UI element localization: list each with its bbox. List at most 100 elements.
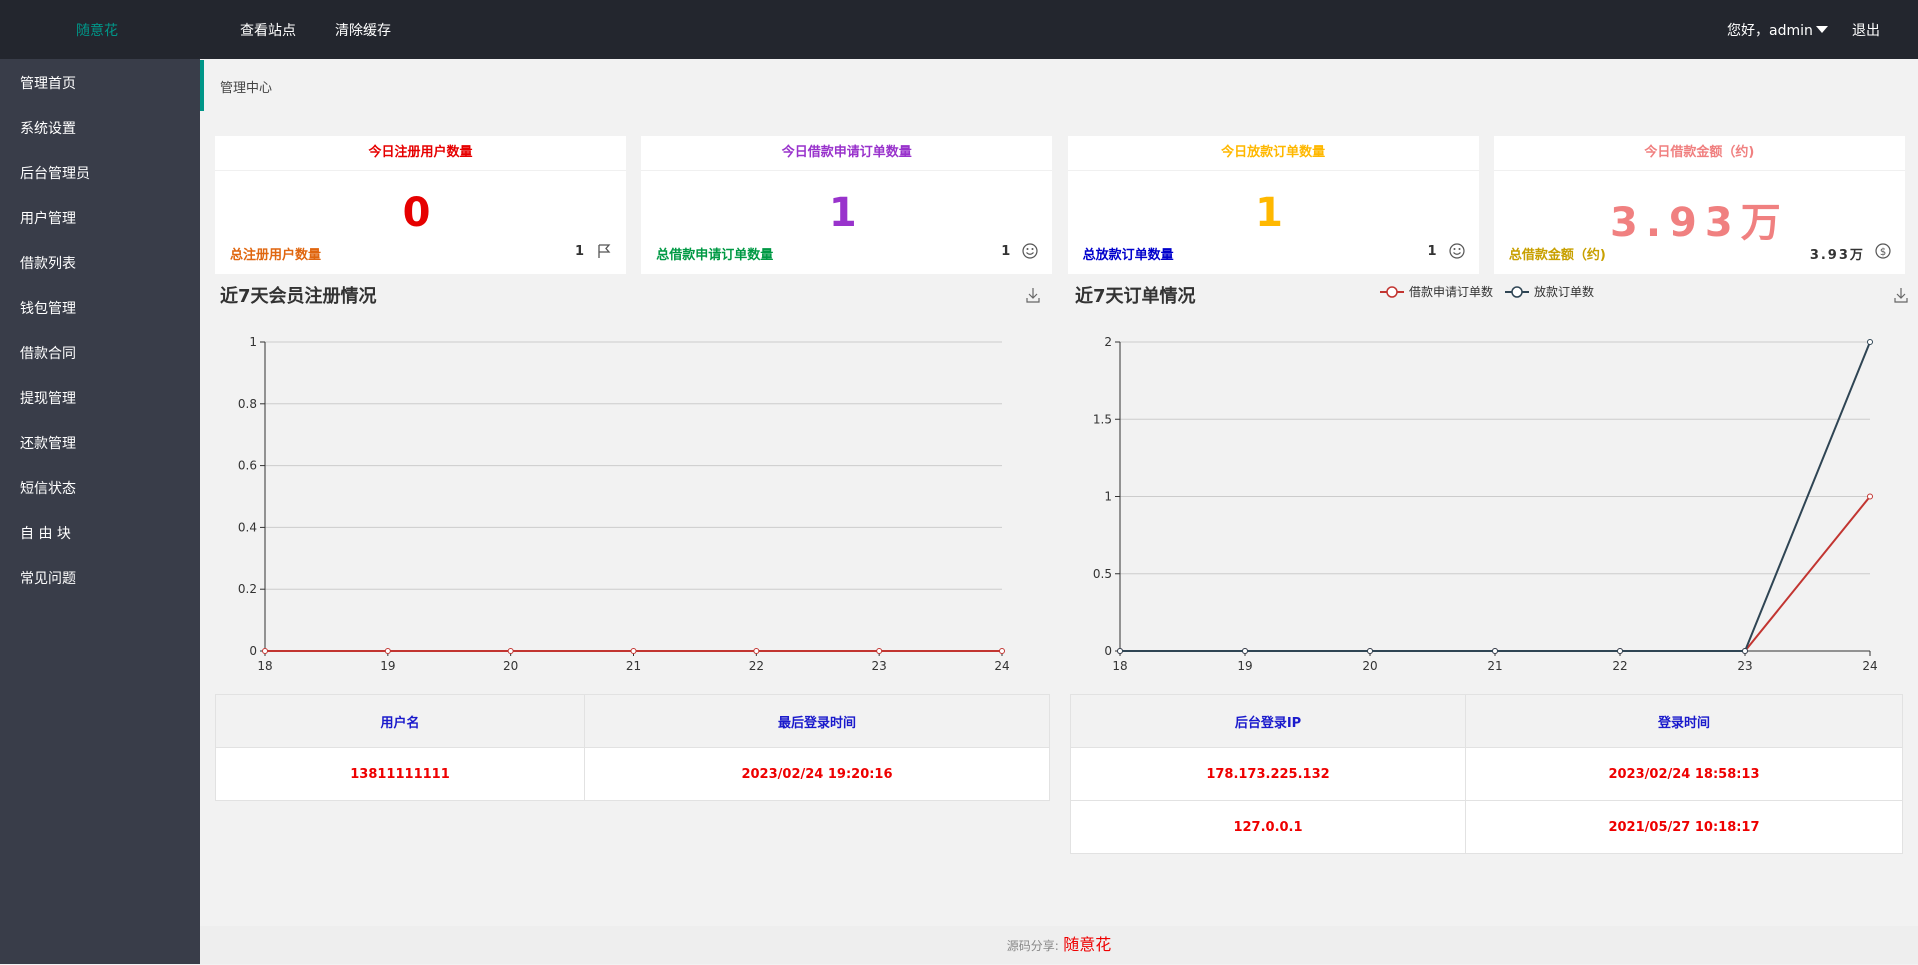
nav-item[interactable]: 提现管理	[20, 391, 76, 407]
x-tick-label: 19	[380, 659, 395, 673]
y-tick-label: 0.4	[238, 520, 257, 534]
svg-text:$: $	[1880, 247, 1886, 258]
legend-marker	[1386, 286, 1398, 298]
card-value: 1	[828, 190, 865, 236]
footer-brand[interactable]: 随意花	[1063, 935, 1112, 954]
x-tick-label: 19	[1237, 659, 1252, 673]
y-tick-label: 0.5	[1093, 567, 1112, 581]
data-point	[753, 648, 760, 654]
nav-item[interactable]: 自 由 块	[20, 526, 71, 542]
logout[interactable]: 退出	[1852, 23, 1880, 39]
nav-item[interactable]: 还款管理	[20, 436, 76, 452]
column-header: 用户名	[215, 694, 585, 748]
card-total: 3.93万	[1809, 248, 1865, 263]
data-point	[1742, 648, 1748, 654]
cell: 13811111111	[215, 747, 585, 801]
y-tick-label: 0.2	[238, 582, 257, 596]
data-point	[1117, 648, 1123, 654]
x-tick-label: 23	[872, 659, 887, 673]
x-tick-label: 21	[626, 659, 641, 673]
cell: 2023/02/24 19:20:16	[584, 747, 1050, 801]
card-total-label: 总注册用户数量	[230, 248, 322, 263]
stat-card: 今日放款订单数量 1 总放款订单数量 1	[1067, 136, 1479, 274]
x-tick-label: 22	[1612, 659, 1627, 673]
y-tick-label: 0	[1104, 644, 1112, 658]
x-tick-label: 22	[749, 659, 764, 673]
chart: 近7天会员注册情况 0 0.2 0.4 0.6 0.8 1 18 19 20 21 22 23 24	[220, 285, 1040, 673]
brand[interactable]: 随意花	[76, 23, 118, 39]
data-point	[1242, 648, 1248, 654]
nav-item[interactable]: 钱包管理	[20, 301, 76, 317]
card-title: 今日放款订单数量	[1067, 136, 1479, 171]
chart: 近7天订单情况 0 0.5 1 1.5 2 18 19 20 21 22 23 24 借款申请订单数 放款订…	[1075, 284, 1908, 673]
login-table: 后台登录IP 登录时间 178.173.225.132 2023/02/24 18:5…	[1070, 694, 1903, 854]
card-value: 1	[1255, 190, 1292, 236]
nav-item[interactable]: 后台管理员	[20, 166, 90, 182]
x-tick-label: 18	[257, 659, 272, 673]
card-total-label: 总放款订单数量	[1082, 248, 1174, 263]
y-tick-label: 0.8	[238, 397, 257, 411]
nav-item[interactable]: 系统设置	[20, 121, 76, 137]
stat-card: 今日借款金额（约) 3.93万 总借款金额（约) 3.93万 $	[1493, 136, 1905, 274]
chart-title: 近7天订单情况	[1075, 285, 1196, 307]
card-total-label: 总借款金额（约)	[1508, 248, 1606, 263]
stat-card: 今日注册用户数量 0 总注册用户数量 1	[215, 136, 626, 274]
user-menu[interactable]: 您好，admin	[1727, 23, 1813, 39]
x-tick-label: 23	[1737, 659, 1752, 673]
legend-label[interactable]: 借款申请订单数	[1409, 284, 1493, 299]
card-title: 今日借款金额（约)	[1493, 136, 1905, 171]
nav-item[interactable]: 用户管理	[20, 211, 76, 227]
nav-item[interactable]: 借款合同	[20, 346, 76, 362]
x-tick-label: 24	[1862, 659, 1877, 673]
data-point	[1617, 648, 1623, 654]
footer-label: 源码分享:	[1006, 939, 1059, 953]
card-value: 3.93万	[1610, 200, 1789, 246]
data-point	[876, 648, 883, 654]
data-point	[507, 648, 514, 654]
download-icon[interactable]	[1894, 288, 1908, 303]
top-link[interactable]: 清除缓存	[335, 23, 391, 39]
x-tick-label: 21	[1487, 659, 1502, 673]
top-link[interactable]: 查看站点	[240, 23, 296, 39]
card-total: 1	[1427, 244, 1439, 259]
legend-marker	[1511, 286, 1523, 298]
card-total: 1	[574, 244, 586, 259]
row: 127.0.0.1 2021/05/27 10:18:17	[1070, 800, 1903, 854]
y-tick-label: 2	[1104, 335, 1112, 349]
breadcrumb-bar: 管理中心	[200, 60, 1918, 111]
nav-item[interactable]: 管理首页	[20, 76, 76, 92]
cell: 127.0.0.1	[1070, 800, 1466, 854]
card-total: 1	[1001, 244, 1013, 259]
card-icon	[1022, 243, 1038, 259]
caret	[1816, 26, 1828, 33]
stat-card: 今日借款申请订单数量 1 总借款申请订单数量 1	[641, 136, 1053, 274]
legend-label[interactable]: 放款订单数	[1534, 284, 1594, 299]
card-icon	[598, 244, 611, 258]
row: 178.173.225.132 2023/02/24 18:58:13	[1070, 747, 1903, 801]
nav-item[interactable]: 借款列表	[20, 256, 76, 272]
column-header: 最后登录时间	[584, 694, 1050, 748]
download-icon[interactable]	[1026, 288, 1040, 303]
cell: 2023/02/24 18:58:13	[1465, 747, 1903, 801]
cell: 2021/05/27 10:18:17	[1465, 800, 1903, 854]
y-tick-label: 1	[249, 335, 257, 349]
card-title: 今日注册用户数量	[215, 136, 626, 171]
data-point	[630, 648, 637, 654]
column-header: 后台登录IP	[1070, 694, 1466, 748]
sidebar: 管理首页系统设置后台管理员用户管理借款列表钱包管理借款合同提现管理还款管理短信状…	[0, 59, 200, 964]
data-point	[384, 648, 391, 654]
card-total-label: 总借款申请订单数量	[656, 248, 774, 263]
data-point	[999, 648, 1005, 654]
cell: 178.173.225.132	[1070, 747, 1466, 801]
footer: 源码分享: 随意花	[200, 926, 1918, 964]
nav-item[interactable]: 常见问题	[20, 571, 76, 587]
card-icon: $	[1875, 243, 1891, 259]
nav-item[interactable]: 短信状态	[20, 481, 76, 497]
card-value: 0	[402, 190, 439, 236]
y-tick-label: 1.5	[1093, 412, 1112, 426]
login-table: 用户名 最后登录时间 13811111111 2023/02/24 19:20:16	[215, 694, 1050, 801]
data-point	[262, 648, 268, 654]
x-tick-label: 20	[1362, 659, 1377, 673]
x-tick-label: 20	[503, 659, 518, 673]
